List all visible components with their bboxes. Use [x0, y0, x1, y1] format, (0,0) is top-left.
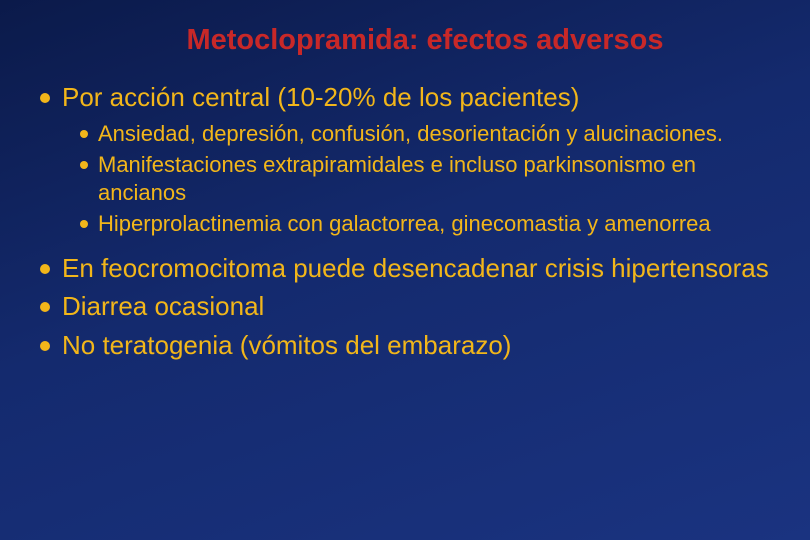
bullet-dot-icon	[80, 130, 88, 138]
slide-title: Metoclopramida: efectos adversos	[70, 24, 780, 57]
bullet-dot-icon	[80, 161, 88, 169]
bullet-l1: En feocromocitoma puede desencadenar cri…	[30, 252, 780, 285]
bullet-dot-icon	[40, 302, 50, 312]
bullet-l1-text: En feocromocitoma puede desencadenar cri…	[62, 252, 769, 285]
bullet-dot-icon	[80, 220, 88, 228]
bullet-l1-text: No teratogenia (vómitos del embarazo)	[62, 329, 511, 362]
bullet-l2: Ansiedad, depresión, confusión, desorien…	[30, 120, 780, 148]
bullet-l1: No teratogenia (vómitos del embarazo)	[30, 329, 780, 362]
bullet-l2-text: Ansiedad, depresión, confusión, desorien…	[98, 120, 723, 148]
bullet-l1: Por acción central (10-20% de los pacien…	[30, 81, 780, 114]
slide: Metoclopramida: efectos adversos Por acc…	[0, 0, 810, 540]
bullet-dot-icon	[40, 264, 50, 274]
bullet-group-0: Por acción central (10-20% de los pacien…	[30, 81, 780, 238]
bullet-dot-icon	[40, 341, 50, 351]
bullet-l2: Manifestaciones extrapiramidales e inclu…	[30, 151, 780, 206]
bullet-l1-text: Por acción central (10-20% de los pacien…	[62, 81, 579, 114]
bullet-l2: Hiperprolactinemia con galactorrea, gine…	[30, 210, 780, 238]
bullet-l1-text: Diarrea ocasional	[62, 290, 264, 323]
bullet-dot-icon	[40, 93, 50, 103]
bullet-l1: Diarrea ocasional	[30, 290, 780, 323]
bullet-l2-text: Manifestaciones extrapiramidales e inclu…	[98, 151, 780, 206]
subgroup-0: Ansiedad, depresión, confusión, desorien…	[30, 120, 780, 238]
bullet-l2-text: Hiperprolactinemia con galactorrea, gine…	[98, 210, 711, 238]
